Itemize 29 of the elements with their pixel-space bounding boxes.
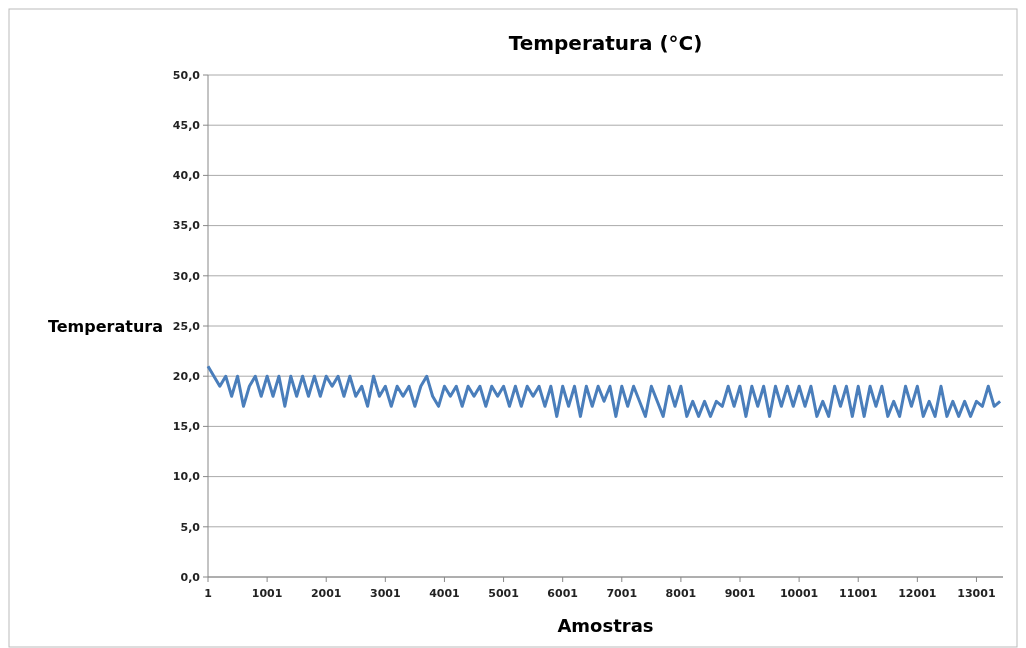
y-tick-label: 45,0	[172, 119, 201, 133]
y-tick-label: 0,0	[180, 570, 201, 584]
x-tick-label: 10001	[779, 587, 819, 600]
y-tick-label: 50,0	[172, 68, 201, 82]
line-series	[206, 364, 1002, 418]
x-tick-label: 8001	[665, 587, 697, 600]
y-axis-title: Temperatura	[47, 316, 163, 336]
x-axis-title: Amostras	[557, 615, 654, 636]
y-tick-label: 25,0	[172, 319, 201, 333]
x-tick-label: 12001	[898, 587, 937, 600]
x-tick-label: 6001	[547, 587, 578, 600]
x-tick-label: 3001	[370, 587, 401, 600]
x-tick-label: 13001	[957, 587, 996, 600]
y-tick-label: 5,0	[180, 520, 201, 534]
x-tick-label: 1001	[251, 587, 283, 600]
y-tick-label: 35,0	[172, 219, 201, 233]
x-tick-label: 2001	[310, 587, 342, 600]
y-tick-label: 40,0	[172, 169, 201, 183]
x-tick-label: 4001	[429, 587, 460, 600]
x-tick-label: 1	[204, 587, 212, 600]
x-tick-label: 11001	[839, 587, 878, 600]
x-tick-label: 7001	[606, 587, 638, 600]
y-tick-label: 10,0	[172, 470, 201, 484]
y-tick-label: 30,0	[172, 269, 201, 283]
x-tick-label: 9001	[724, 587, 756, 600]
x-tick-label: 5001	[488, 587, 519, 600]
y-tick-label: 20,0	[172, 370, 201, 384]
chart-title: Temperatura (°C)	[508, 31, 703, 55]
y-tick-label: 15,0	[172, 420, 201, 434]
